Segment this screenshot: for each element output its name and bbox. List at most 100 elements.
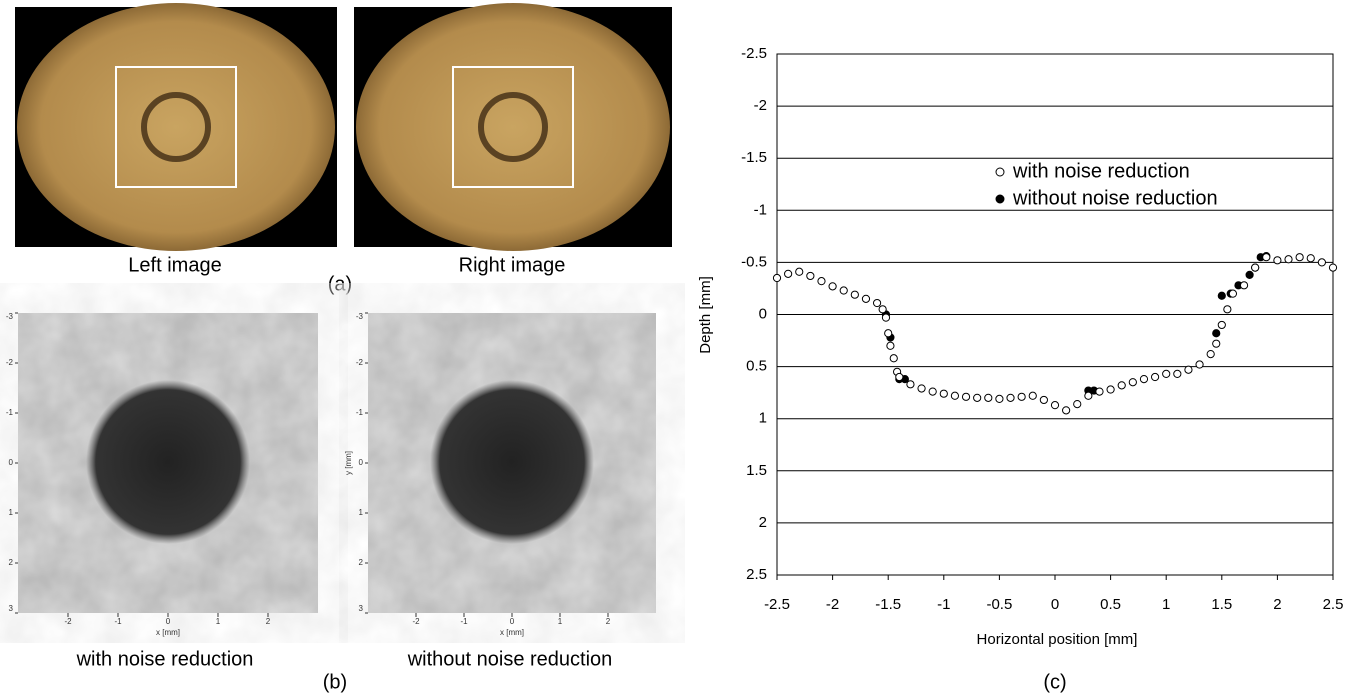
point xyxy=(878,305,887,314)
point xyxy=(1206,349,1215,359)
point xyxy=(906,380,915,389)
point xyxy=(828,282,837,291)
point xyxy=(984,393,993,402)
y-tick-label: -3 xyxy=(6,312,14,321)
point xyxy=(1328,263,1338,272)
point xyxy=(1028,391,1037,400)
point xyxy=(1306,254,1315,263)
y-tick-label: 0 xyxy=(359,458,364,467)
y-axis-label: Depth [mm] xyxy=(697,276,714,354)
x-tick-label: -1 xyxy=(937,596,950,613)
point xyxy=(1239,281,1249,290)
point xyxy=(839,286,848,295)
point xyxy=(872,298,882,308)
y-tick-label: 0 xyxy=(9,458,14,467)
point xyxy=(784,269,793,278)
dent xyxy=(86,380,250,544)
point xyxy=(950,391,960,400)
y-tick-label: -0.5 xyxy=(741,253,767,270)
x-tick-label: 2 xyxy=(266,617,271,626)
point xyxy=(1262,253,1271,262)
x-tick-label: -0.5 xyxy=(986,596,1012,613)
x-tick-label: -2.5 xyxy=(764,596,790,613)
y-tick-label: -2.5 xyxy=(741,45,767,62)
legend-marker xyxy=(995,167,1005,177)
dent-ring xyxy=(141,92,211,162)
point xyxy=(817,277,826,286)
y-tick-label: -2 xyxy=(6,358,14,367)
point xyxy=(1095,387,1104,396)
x-tick-label: 1 xyxy=(216,617,221,626)
point xyxy=(1128,378,1137,387)
point xyxy=(1212,339,1221,348)
point xyxy=(889,354,898,363)
point xyxy=(1073,400,1082,409)
panel-b: with noise reduction without noise reduc… xyxy=(18,313,656,693)
point xyxy=(1039,395,1048,405)
caption: Right image xyxy=(459,254,566,276)
x-tick-label: -2 xyxy=(64,617,72,626)
y-tick-label: 2.5 xyxy=(746,566,767,583)
y-tick-label: -2 xyxy=(356,358,364,367)
point xyxy=(881,313,891,322)
point xyxy=(1228,289,1238,298)
point xyxy=(850,290,859,299)
point xyxy=(1284,255,1293,264)
y-tick-label: -3 xyxy=(356,312,364,321)
point xyxy=(884,329,893,338)
point xyxy=(1217,291,1226,300)
legend-marker xyxy=(995,194,1005,204)
x-tick-label: 1 xyxy=(558,617,563,626)
x-tick-label: 0 xyxy=(1051,596,1059,613)
y-tick-label: 1 xyxy=(359,508,364,517)
panel-label: (c) xyxy=(1043,671,1066,693)
point xyxy=(1106,385,1115,394)
point xyxy=(1217,320,1226,330)
roi-box xyxy=(115,66,237,188)
panel-label: (b) xyxy=(323,671,347,693)
y-tick-label: 0 xyxy=(759,305,767,322)
point xyxy=(861,294,871,303)
point xyxy=(1062,406,1071,415)
y-tick-label: 0.5 xyxy=(746,358,767,375)
point xyxy=(939,389,948,398)
y-tick-label: -1 xyxy=(754,201,767,218)
x-tick-label: 2.5 xyxy=(1323,596,1344,613)
point xyxy=(1117,381,1126,390)
sample-disk xyxy=(356,3,670,251)
point xyxy=(1017,392,1026,401)
point xyxy=(995,394,1004,404)
y-tick-label: 1 xyxy=(759,410,767,427)
x-tick-label: 2 xyxy=(1273,596,1281,613)
x-axis-label: x [mm] xyxy=(500,628,524,637)
point xyxy=(1245,270,1254,280)
x-tick-label: 2 xyxy=(606,617,611,626)
point xyxy=(1317,258,1326,267)
point xyxy=(1212,329,1221,338)
point xyxy=(1162,369,1171,378)
x-tick-label: 0 xyxy=(166,617,171,626)
point xyxy=(928,387,937,396)
point xyxy=(1150,372,1160,382)
point xyxy=(895,372,904,382)
x-tick-label: 1 xyxy=(1162,596,1170,613)
point xyxy=(1184,365,1193,374)
point xyxy=(806,271,815,281)
point xyxy=(1139,375,1149,384)
legend-label: with noise reduction xyxy=(1012,160,1190,182)
caption: with noise reduction xyxy=(76,648,254,670)
y-tick-label: 2 xyxy=(759,514,767,531)
y-tick-label: -1 xyxy=(6,408,14,417)
caption: without noise reduction xyxy=(407,648,613,670)
y-tick-label: 2 xyxy=(359,558,364,567)
x-tick-label: -2 xyxy=(412,617,420,626)
panel-a: Left image Right image (a) xyxy=(15,3,672,295)
x-tick-label: -1.5 xyxy=(875,596,901,613)
point xyxy=(1084,391,1093,400)
legend-label: without noise reduction xyxy=(1012,187,1218,209)
point xyxy=(1195,360,1204,369)
y-tick-label: -1 xyxy=(356,408,364,417)
point xyxy=(973,393,982,402)
roi-box xyxy=(452,66,574,188)
